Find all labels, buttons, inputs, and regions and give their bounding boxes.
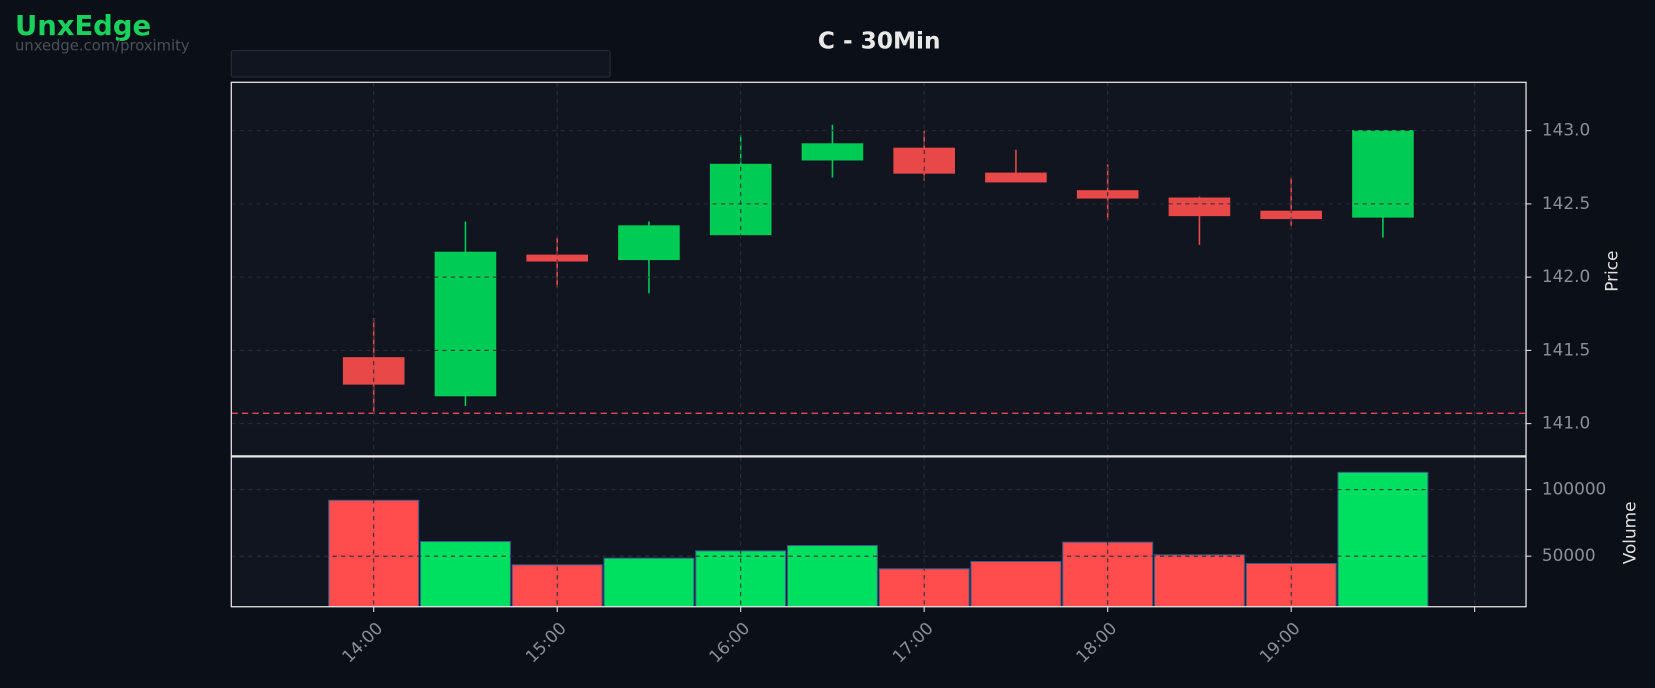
volume-bar bbox=[1153, 554, 1245, 607]
candle-body bbox=[1168, 197, 1231, 217]
candle-body bbox=[801, 143, 864, 161]
y-tick-label: 50000 bbox=[1542, 545, 1596, 565]
y-tick-label: 141.0 bbox=[1542, 413, 1590, 433]
y-tick-label: 100000 bbox=[1542, 479, 1606, 499]
price-panel bbox=[231, 82, 1527, 456]
brand-name: UnxEdge bbox=[15, 11, 151, 42]
chart-title: C - 30Min bbox=[818, 28, 941, 55]
volume-bar bbox=[970, 560, 1062, 607]
candle-body bbox=[985, 172, 1047, 183]
legend bbox=[230, 50, 611, 78]
candle-body bbox=[434, 251, 497, 397]
candle-body bbox=[709, 163, 772, 236]
y-tick-label: 142.0 bbox=[1542, 266, 1590, 286]
volume-frame bbox=[230, 456, 1527, 608]
y-axis-label: Volume bbox=[1620, 502, 1640, 565]
y-tick-label: 141.5 bbox=[1542, 339, 1590, 359]
volume-bar bbox=[419, 541, 511, 607]
price-frame bbox=[230, 81, 1527, 457]
y-axis-label: Price bbox=[1602, 251, 1622, 292]
volume-bar bbox=[1337, 471, 1429, 607]
y-tick-label: 143.0 bbox=[1542, 120, 1590, 140]
y-tick-label: 142.5 bbox=[1542, 193, 1590, 213]
brand-url: unxedge.com/proximity bbox=[15, 37, 190, 54]
volume-bar bbox=[603, 557, 695, 607]
candle-body bbox=[1352, 130, 1414, 218]
candle-body bbox=[618, 225, 680, 261]
